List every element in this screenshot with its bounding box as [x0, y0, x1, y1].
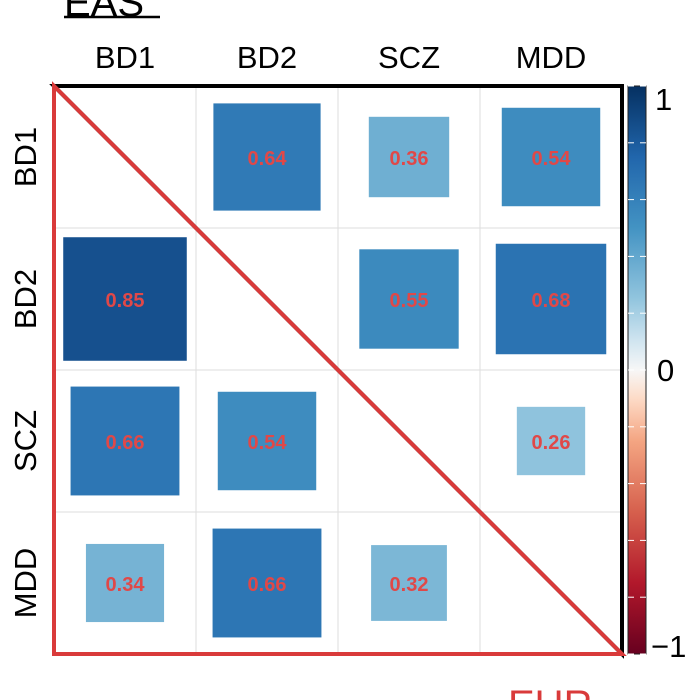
cell-value-label: 0.54 [248, 432, 288, 454]
upper-triangle-title: EAS [64, 0, 144, 25]
colorbar-tick-label-max: 1 [655, 82, 672, 117]
colorbar-ticks [628, 85, 646, 655]
cell-value-label: 0.66 [106, 432, 145, 454]
row-label-mdd: MDD [8, 548, 43, 619]
cell-value-label: 0.54 [532, 148, 572, 170]
column-label-scz: SCZ [378, 40, 440, 75]
heatmap-cell-bd1-bd2 [213, 103, 321, 211]
heatmap-cell-bd2-scz [359, 249, 459, 349]
heatmap-cell-mdd-bd1 [85, 543, 165, 623]
row-label-scz: SCZ [8, 410, 43, 472]
colorbar-tick-label-zero: 0 [657, 353, 674, 388]
colorbar-tick-label-min: −1 [651, 629, 686, 664]
column-label-bd2: BD2 [237, 40, 297, 75]
heatmap-cell-scz-mdd [516, 406, 586, 476]
lower-triangle-title: EUR [508, 683, 592, 700]
cell-value-label: 0.68 [532, 290, 571, 312]
cell-value-label: 0.36 [390, 148, 429, 170]
heatmap-cell-mdd-scz [371, 545, 447, 621]
cell-value-label: 0.55 [390, 290, 429, 312]
heatmap-cell-scz-bd2 [217, 391, 317, 491]
heatmap-cell-scz-bd1 [70, 386, 180, 496]
column-label-mdd: MDD [516, 40, 587, 75]
heatmap-cell-bd1-scz [368, 116, 450, 198]
row-label-bd1: BD1 [8, 127, 43, 187]
heatmap-cell-mdd-bd2 [212, 528, 322, 638]
cell-value-label: 0.85 [106, 290, 145, 312]
column-label-bd1: BD1 [95, 40, 155, 75]
heatmap-cell-bd1-mdd [501, 107, 601, 207]
cell-value-label: 0.66 [248, 574, 287, 596]
heatmap-cell-bd2-mdd [495, 243, 607, 355]
row-label-bd2: BD2 [8, 269, 43, 329]
cell-value-label: 0.64 [248, 148, 288, 170]
cell-value-label: 0.32 [390, 574, 429, 596]
cell-value-label: 0.26 [532, 432, 571, 454]
lower-triangle-outline [52, 81, 627, 656]
cell-value-label: 0.34 [106, 574, 146, 596]
heatmap-cell-bd2-bd1 [63, 237, 187, 361]
heatmap-cells: 0.64 0.36 0.54 0.85 0.55 0.68 0.66 0.54 0.26 0.34… [63, 103, 607, 638]
